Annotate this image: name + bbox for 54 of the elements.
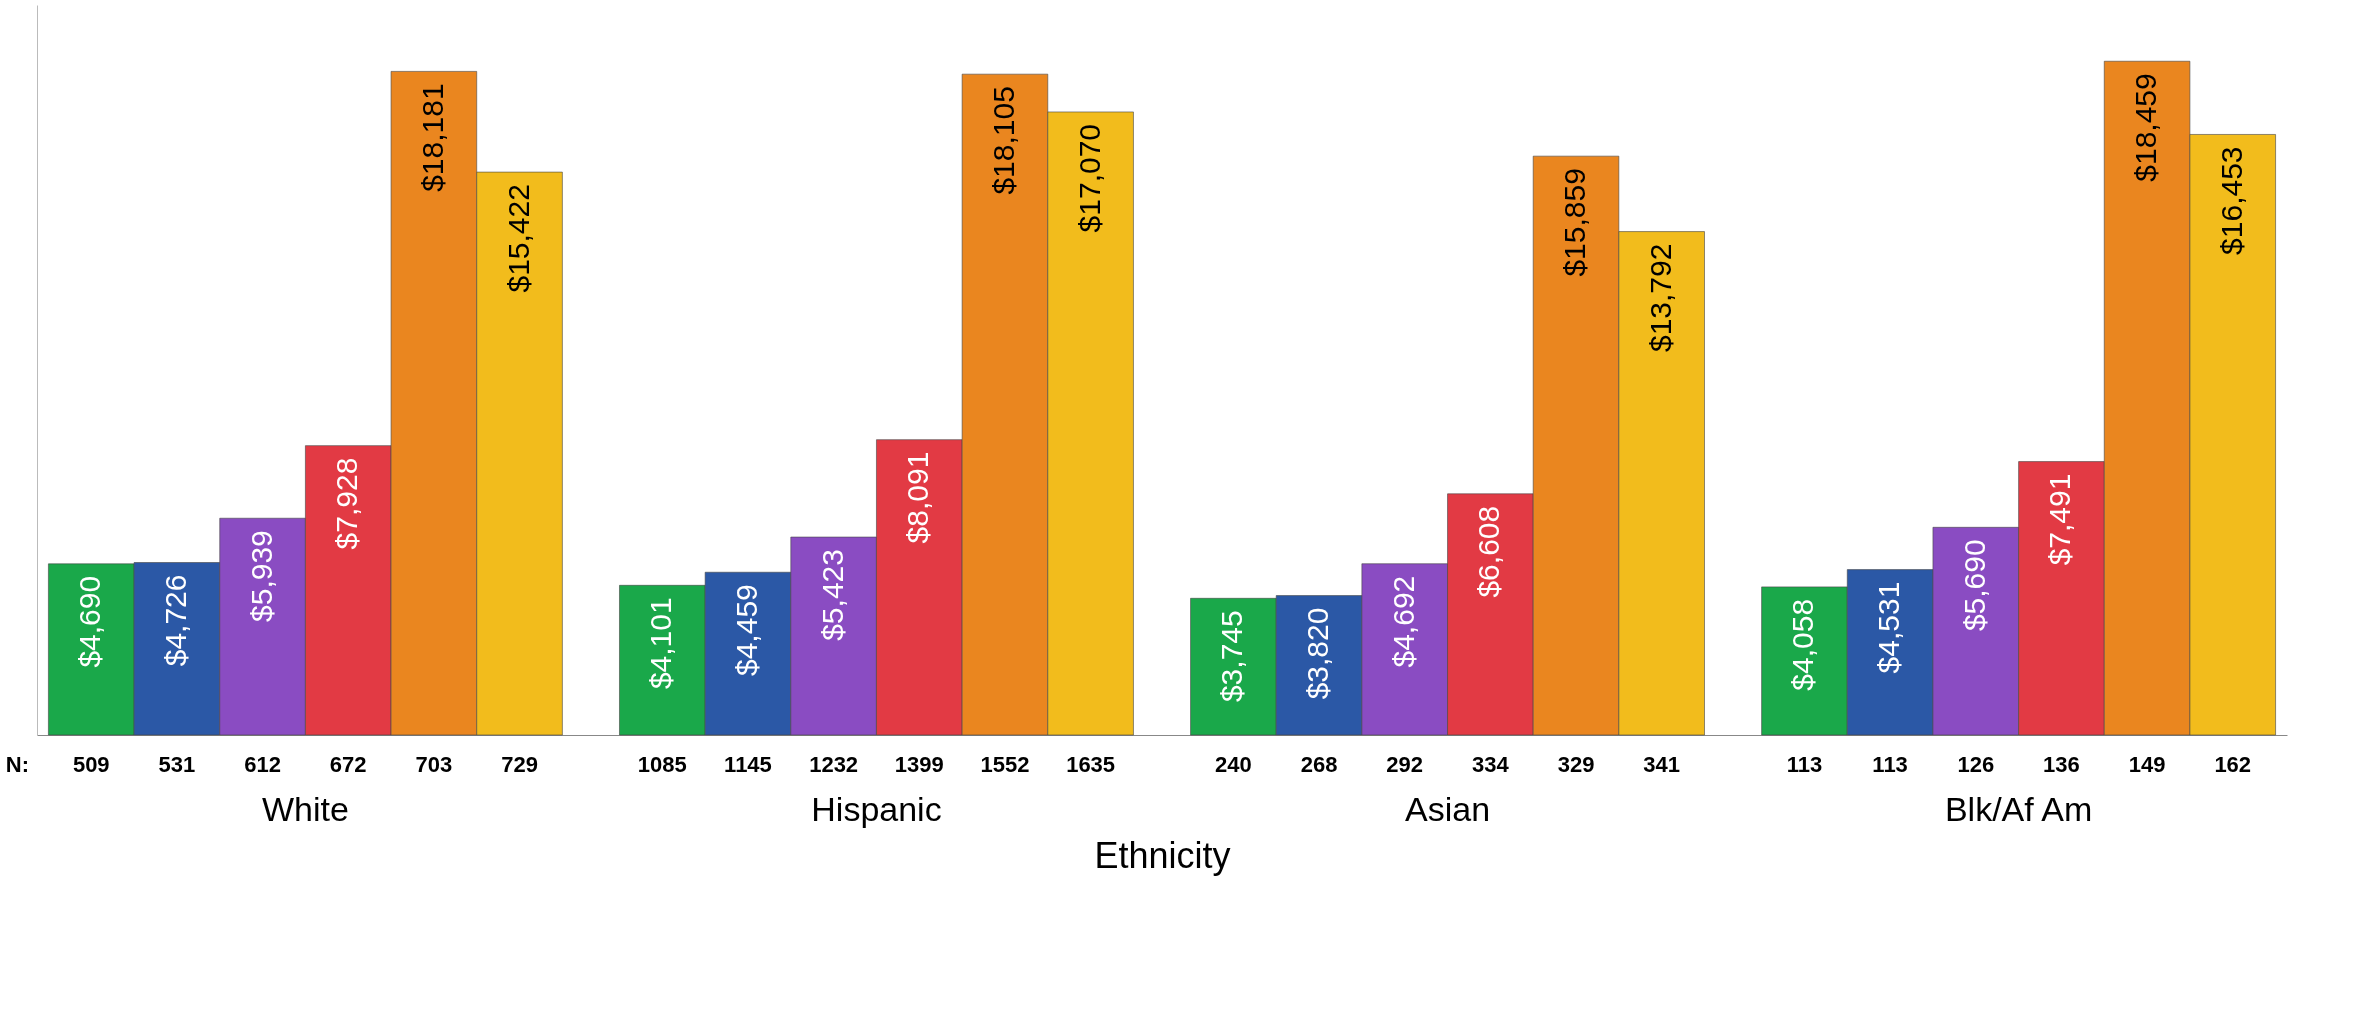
text: 136 <box>2043 752 2080 777</box>
text: 1552 <box>980 752 1030 777</box>
data-label: $8,091 <box>901 451 935 544</box>
text: 334 <box>1472 752 1510 777</box>
text: 126 <box>1957 752 1995 777</box>
data-label: $15,422 <box>501 184 535 293</box>
data-label: $7,491 <box>2043 473 2077 566</box>
text: 113 <box>1786 752 1823 777</box>
x-tick-label: White <box>261 789 349 828</box>
text: 113 <box>1872 752 1908 777</box>
data-label: $3,745 <box>1215 610 1249 703</box>
text: 672 <box>329 752 367 777</box>
text: 162 <box>2214 752 2252 777</box>
text: 1399 <box>894 752 944 777</box>
data-label: $18,105 <box>986 86 1020 195</box>
data-label: $4,459 <box>729 584 763 677</box>
x-axis-title: Ethnicity <box>1094 834 1231 876</box>
text: 149 <box>2128 752 2166 777</box>
data-label: $7,928 <box>330 457 364 550</box>
data-label: $5,939 <box>244 530 278 622</box>
data-label: $4,690 <box>73 575 107 668</box>
data-label: $4,692 <box>1386 575 1420 668</box>
data-label: $3,820 <box>1301 607 1335 700</box>
text: 703 <box>415 752 453 777</box>
data-label: $6,608 <box>1472 505 1506 598</box>
data-label: $16,453 <box>2214 146 2248 255</box>
text: N: <box>5 752 29 777</box>
data-label: $4,058 <box>1786 598 1820 691</box>
data-label: $15,859 <box>1558 168 1592 277</box>
text: 531 <box>158 752 196 777</box>
text: 292 <box>1386 752 1424 777</box>
data-label: $4,726 <box>158 574 192 667</box>
data-label: $5,690 <box>1957 539 1991 632</box>
data-label: $13,792 <box>1643 243 1677 353</box>
text: 1145 <box>724 752 772 777</box>
text: 509 <box>72 752 110 777</box>
x-tick-label: Asian <box>1405 789 1491 828</box>
text: 1232 <box>809 752 859 777</box>
text: 329 <box>1557 752 1595 777</box>
data-label: $17,070 <box>1072 123 1106 233</box>
text: 341 <box>1643 752 1681 777</box>
data-label: $4,531 <box>1872 581 1906 674</box>
text: 612 <box>244 752 281 777</box>
text: 268 <box>1300 752 1338 777</box>
text: 729 <box>501 752 538 777</box>
data-label: $18,181 <box>415 83 449 192</box>
data-label: $18,459 <box>2129 73 2163 182</box>
text: 240 <box>1215 752 1252 777</box>
text: 1635 <box>1066 752 1116 777</box>
x-tick-label: Hispanic <box>811 789 942 828</box>
x-tick-label: Blk/Af Am <box>1944 789 2093 828</box>
text: 1085 <box>637 752 687 777</box>
data-label: $5,423 <box>815 549 849 641</box>
data-label: $4,101 <box>644 597 678 690</box>
